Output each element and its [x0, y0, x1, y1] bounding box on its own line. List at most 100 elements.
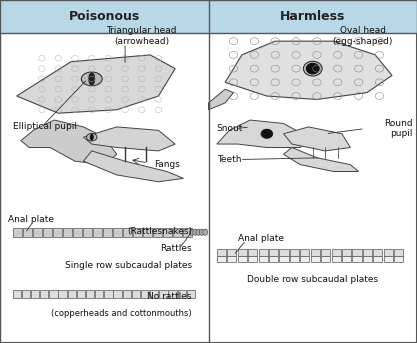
Ellipse shape	[90, 134, 93, 140]
Ellipse shape	[193, 229, 198, 235]
Bar	[173, 228, 182, 237]
Bar	[53, 228, 62, 237]
Bar	[178, 290, 186, 298]
Bar	[394, 256, 403, 262]
Bar	[311, 256, 320, 262]
Ellipse shape	[81, 72, 102, 86]
Bar	[123, 228, 132, 237]
Polygon shape	[225, 41, 392, 99]
Bar	[373, 249, 382, 256]
Polygon shape	[208, 89, 234, 110]
Bar	[217, 256, 226, 262]
Bar	[290, 249, 299, 256]
Bar	[33, 228, 42, 237]
Bar	[352, 249, 362, 256]
Bar	[23, 228, 32, 237]
Text: Fangs: Fangs	[154, 160, 180, 169]
Bar	[321, 256, 330, 262]
Bar	[321, 249, 330, 256]
Text: Round
pupil: Round pupil	[384, 119, 413, 138]
Ellipse shape	[196, 229, 201, 235]
Text: Elliptical pupil: Elliptical pupil	[13, 122, 76, 131]
Bar	[132, 290, 140, 298]
Text: Anal plate: Anal plate	[238, 234, 284, 243]
Bar	[259, 256, 268, 262]
Bar	[217, 249, 226, 256]
Bar	[238, 256, 247, 262]
Bar	[352, 256, 362, 262]
Bar	[227, 249, 236, 256]
Bar	[187, 290, 195, 298]
Bar	[332, 249, 341, 256]
Bar	[290, 256, 299, 262]
Ellipse shape	[261, 129, 273, 138]
Polygon shape	[83, 127, 175, 151]
Bar	[93, 228, 102, 237]
Bar	[104, 290, 113, 298]
Bar	[384, 249, 393, 256]
Bar	[63, 228, 72, 237]
Bar	[77, 290, 85, 298]
Bar	[13, 290, 21, 298]
Text: Snout: Snout	[217, 124, 243, 133]
Bar	[300, 249, 309, 256]
Bar	[238, 249, 247, 256]
Bar	[269, 256, 278, 262]
Polygon shape	[284, 147, 359, 172]
Text: Triangular head
(arrowhead): Triangular head (arrowhead)	[106, 26, 177, 46]
Bar	[123, 290, 131, 298]
Bar	[300, 256, 309, 262]
Circle shape	[262, 130, 272, 138]
Bar	[103, 228, 112, 237]
Text: Poisonous: Poisonous	[69, 10, 140, 23]
Bar	[183, 228, 192, 237]
Bar	[22, 290, 30, 298]
Bar	[259, 249, 268, 256]
Text: Anal plate: Anal plate	[8, 215, 54, 224]
Bar	[68, 290, 76, 298]
Bar	[342, 256, 351, 262]
Bar	[113, 290, 122, 298]
Bar	[363, 256, 372, 262]
Bar	[31, 290, 39, 298]
Bar	[269, 249, 278, 256]
Text: Harmless: Harmless	[280, 10, 345, 23]
Bar	[363, 249, 372, 256]
Circle shape	[306, 63, 319, 74]
Text: (Rattlesnakes): (Rattlesnakes)	[127, 227, 192, 236]
Text: Single row subcaudal plates: Single row subcaudal plates	[65, 261, 192, 270]
Bar	[227, 256, 236, 262]
Bar	[153, 228, 162, 237]
Text: (copperheads and cottonmouths): (copperheads and cottonmouths)	[51, 309, 192, 318]
Bar	[342, 249, 351, 256]
Ellipse shape	[88, 73, 95, 85]
Polygon shape	[83, 151, 183, 182]
Text: Teeth: Teeth	[217, 155, 241, 164]
Bar	[163, 228, 172, 237]
Bar	[83, 228, 92, 237]
Bar	[73, 228, 82, 237]
Text: No rattles: No rattles	[147, 292, 192, 301]
Text: Rattles: Rattles	[160, 244, 192, 253]
Bar	[373, 256, 382, 262]
Bar	[279, 249, 289, 256]
Ellipse shape	[199, 229, 204, 235]
Ellipse shape	[303, 61, 322, 76]
Bar	[332, 256, 341, 262]
Bar	[384, 256, 393, 262]
Bar	[208, 0, 417, 33]
Bar	[133, 228, 142, 237]
Bar	[311, 249, 320, 256]
Bar	[279, 256, 289, 262]
Ellipse shape	[203, 229, 208, 235]
Polygon shape	[17, 55, 175, 113]
Ellipse shape	[189, 229, 194, 235]
Bar	[168, 290, 177, 298]
Bar	[43, 228, 52, 237]
Bar	[40, 290, 48, 298]
Bar	[49, 290, 58, 298]
Bar	[394, 249, 403, 256]
Bar	[159, 290, 168, 298]
Polygon shape	[217, 120, 309, 147]
Polygon shape	[21, 120, 117, 165]
